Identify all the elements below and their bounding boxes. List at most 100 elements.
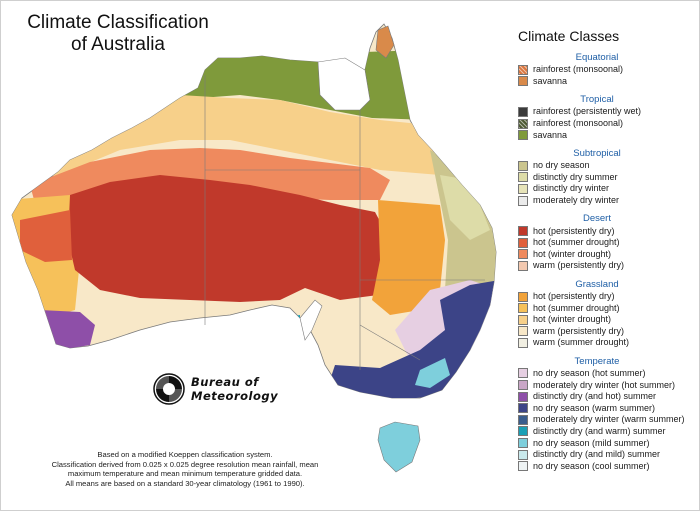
legend-item-label: distinctly dry summer	[533, 171, 618, 182]
legend-item-label: moderately dry winter (warm summer)	[533, 414, 685, 425]
legend-item-label: warm (persistently dry)	[533, 325, 625, 336]
legend-item: hot (summer drought)	[518, 302, 696, 314]
legend-item: savanna	[518, 76, 696, 88]
legend-item-label: no dry season (mild summer)	[533, 437, 650, 448]
legend-group-grassland: Grassland hot (persistently dry) hot (summ…	[518, 279, 696, 349]
tasmania	[377, 421, 421, 473]
note-2: Classification derived from 0.025 x 0.02…	[51, 459, 319, 469]
legend-item-label: rainforest (monsoonal)	[533, 64, 624, 75]
legend-item: distinctly dry summer	[518, 172, 696, 184]
note-4: All means are based on a standard 30-yea…	[65, 478, 305, 488]
legend-item: warm (persistently dry)	[518, 260, 696, 272]
legend-swatch	[518, 291, 528, 302]
legend-item: hot (persistently dry)	[518, 291, 696, 303]
region-temperate-mild	[415, 358, 450, 388]
bom-swirl-icon	[153, 373, 185, 405]
legend-item-label: distinctly dry (and mild) summer	[533, 449, 661, 460]
legend-group-tropical: Tropical rainforest (persistently wet) rai…	[518, 94, 696, 141]
legend-group-subtropical: Subtropical no dry season distinctly dry s…	[518, 148, 696, 206]
region-subtropical-dry-summer	[440, 175, 490, 240]
legend-swatch	[518, 160, 528, 171]
footnotes: Based on a modified Koeppen classificati…	[20, 450, 350, 488]
legend-item-label: no dry season (hot summer)	[533, 367, 646, 378]
legend-swatch	[518, 391, 528, 402]
title-line-1: Climate Classification	[27, 12, 209, 33]
legend-swatch	[518, 106, 528, 117]
legend-swatch	[518, 118, 528, 129]
legend-item: warm (summer drought)	[518, 337, 696, 349]
legend-item-label: hot (winter drought)	[533, 248, 612, 259]
legend-item-label: hot (persistently dry)	[533, 225, 615, 236]
legend-swatch	[518, 237, 528, 248]
legend-group-title: Subtropical	[573, 147, 621, 159]
legend-item: distinctly dry (and hot) summer	[518, 391, 696, 403]
legend-item: distinctly dry (and mild) summer	[518, 449, 696, 461]
legend-group-temperate: Temperate no dry season (hot summer) moder…	[518, 356, 696, 472]
note-1: Based on a modified Koeppen classificati…	[97, 450, 273, 459]
legend-item-label: distinctly dry winter	[533, 183, 610, 194]
legend-item-label: no dry season (warm summer)	[533, 402, 656, 413]
spencer-gulf	[299, 299, 323, 341]
legend-swatch	[518, 172, 528, 183]
legend-item-label: warm (summer drought)	[533, 337, 630, 348]
legend-item-label: rainforest (persistently wet)	[533, 106, 642, 117]
legend-item-label: savanna	[533, 129, 568, 140]
legend-item: warm (persistently dry)	[518, 326, 696, 338]
legend-item: rainforest (persistently wet)	[518, 106, 696, 118]
legend-item: moderately dry winter (hot summer)	[518, 379, 696, 391]
bom-line-2: Meteorology	[191, 389, 279, 403]
legend-group-title: Desert	[583, 213, 611, 225]
legend-item: hot (winter drought)	[518, 314, 696, 326]
legend-item: distinctly dry winter	[518, 183, 696, 195]
legend-swatch	[518, 76, 528, 87]
legend-swatch	[518, 449, 528, 460]
legend-swatch	[518, 414, 528, 425]
legend-group-title: Grassland	[575, 278, 619, 290]
legend-swatch	[518, 403, 528, 414]
legend-group-desert: Desert hot (persistently dry) hot (summer …	[518, 213, 696, 271]
legend-group-equatorial: Equatorial rainforest (monsoonal) savanna	[518, 52, 696, 87]
state-boundaries	[204, 75, 485, 370]
legend-swatch	[518, 195, 528, 206]
legend-item: moderately dry winter	[518, 195, 696, 207]
legend-swatch	[518, 438, 528, 449]
bom-line-1: Bureau of	[191, 375, 259, 389]
legend-item: hot (persistently dry)	[518, 225, 696, 237]
legend-swatch	[518, 226, 528, 237]
legend-item: no dry season	[518, 160, 696, 172]
legend-item: no dry season (cool summer)	[518, 460, 696, 472]
legend-swatch	[518, 260, 528, 271]
legend-swatch	[518, 130, 528, 141]
legend-item-label: distinctly dry (and hot) summer	[533, 391, 657, 402]
legend-item-label: no dry season	[533, 160, 590, 171]
legend-group-title: Equatorial	[575, 52, 619, 63]
title-line-2: of Australia	[71, 34, 165, 55]
legend-item: no dry season (hot summer)	[518, 368, 696, 380]
legend-swatch	[518, 64, 528, 75]
legend-swatch	[518, 183, 528, 194]
legend-title: Climate Classes	[518, 28, 620, 44]
region-desert-summer-drought	[20, 210, 72, 262]
legend-item: moderately dry winter (warm summer)	[518, 414, 696, 426]
legend-item-label: hot (summer drought)	[533, 237, 620, 248]
legend-item-label: warm (persistently dry)	[533, 260, 625, 271]
region-temperate-dry-warm	[265, 315, 300, 355]
page-title: Climate Classification of Australia	[18, 12, 218, 56]
region-desert-hot-dry	[68, 175, 390, 302]
legend-item-label: distinctly dry (and warm) summer	[533, 425, 666, 436]
legend-swatch	[518, 337, 528, 348]
bureau-logo: Bureau of Meteorology	[153, 373, 278, 405]
legend-swatch	[518, 368, 528, 379]
legend-item-label: hot (summer drought)	[533, 302, 620, 313]
legend-swatch	[518, 426, 528, 437]
legend-item: rainforest (monsoonal)	[518, 64, 696, 76]
legend-swatch	[518, 461, 528, 472]
legend-item: distinctly dry (and warm) summer	[518, 426, 696, 438]
legend-item-label: moderately dry winter	[533, 195, 620, 206]
legend-swatch	[518, 249, 528, 260]
legend-swatch	[518, 314, 528, 325]
legend: Equatorial rainforest (monsoonal) savanna T…	[518, 52, 696, 479]
legend-item: savanna	[518, 129, 696, 141]
legend-group-title: Temperate	[574, 355, 620, 367]
legend-item: no dry season (warm summer)	[518, 402, 696, 414]
